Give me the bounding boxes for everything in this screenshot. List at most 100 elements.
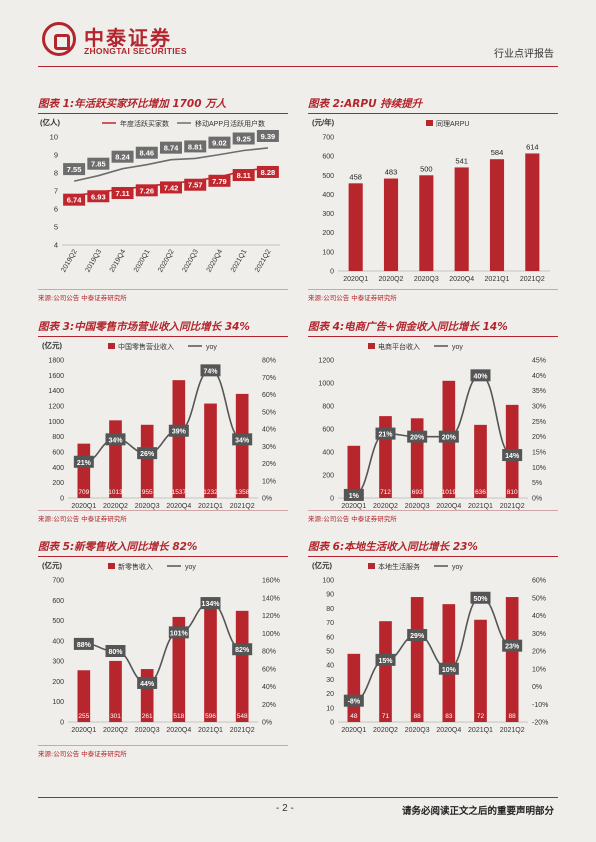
y2-tick-label: 20% bbox=[262, 702, 276, 709]
y-axis-unit: (元/年) bbox=[312, 117, 335, 127]
yoy-label-box bbox=[232, 643, 253, 656]
bar-value-label: 1358 bbox=[235, 489, 250, 496]
bar bbox=[235, 610, 249, 722]
x-tick-label: 2021Q2 bbox=[500, 503, 525, 510]
x-tick-label: 2020Q4 bbox=[436, 503, 461, 510]
x-tick-label: 2020Q4 bbox=[436, 727, 461, 734]
bar bbox=[489, 159, 505, 271]
x-tick-label: 2020Q3 bbox=[135, 727, 160, 734]
yoy-label: -8% bbox=[348, 699, 361, 706]
yoy-label: 34% bbox=[235, 437, 250, 444]
yoy-label-box bbox=[200, 597, 221, 610]
x-tick-label: 2020Q3 bbox=[181, 248, 200, 273]
data-label: 8.74 bbox=[164, 144, 179, 153]
figure-title: 图表 4:电商广告+佣金收入同比增长 14% bbox=[308, 320, 558, 337]
y-tick-label: 500 bbox=[52, 618, 64, 625]
y-tick-label: 400 bbox=[52, 638, 64, 645]
bar bbox=[347, 653, 361, 722]
x-tick-label: 2021Q2 bbox=[230, 503, 255, 510]
y2-tick-label: 0% bbox=[262, 496, 272, 503]
x-tick-label: 2020Q1 bbox=[133, 248, 152, 273]
header-divider bbox=[38, 66, 558, 67]
data-label-box bbox=[135, 184, 158, 197]
y-tick-label: 300 bbox=[322, 211, 334, 218]
figure-source: 来源:公司公告 中泰证券研究所 bbox=[38, 745, 288, 758]
y-tick-label: 4 bbox=[54, 241, 58, 250]
x-tick-label: 2021Q2 bbox=[500, 727, 525, 734]
bar-value-label: 584 bbox=[491, 148, 504, 157]
x-tick-label: 2020Q3 bbox=[414, 276, 439, 283]
bar-value-label: 301 bbox=[110, 713, 121, 720]
yoy-label-box bbox=[137, 676, 158, 689]
legend-label: yoy bbox=[452, 564, 463, 571]
yoy-label: 34% bbox=[108, 437, 123, 444]
yoy-label-box bbox=[343, 694, 364, 707]
y2-tick-label: 60% bbox=[262, 392, 276, 399]
data-label-box bbox=[208, 136, 231, 149]
legend-label: 本地生活服务 bbox=[378, 562, 420, 571]
bar bbox=[172, 616, 186, 722]
x-tick-label: 2020Q4 bbox=[166, 503, 191, 510]
figure-source: 来源:公司公告 中泰证券研究所 bbox=[308, 289, 558, 302]
data-label-box bbox=[111, 187, 134, 200]
y-tick-label: 800 bbox=[322, 404, 334, 411]
y2-tick-label: 160% bbox=[262, 578, 280, 585]
y-tick-label: 8 bbox=[54, 169, 58, 178]
chart-ecommerce: 电商平台收入 yoy 0 200 400 600 800 1000 1200 2020Q1 2020… bbox=[318, 342, 546, 510]
x-tick-label: 2020Q1 bbox=[71, 503, 96, 510]
yoy-label-box bbox=[470, 369, 491, 382]
x-tick-label: 2019Q4 bbox=[109, 248, 128, 273]
x-tick-label: 2021Q2 bbox=[254, 248, 273, 273]
x-tick-label: 2020Q2 bbox=[373, 727, 398, 734]
bar-value-label: 712 bbox=[380, 489, 391, 496]
yoy-line bbox=[83, 602, 243, 684]
y-tick-label: 200 bbox=[52, 679, 64, 686]
yoy-label: 74% bbox=[203, 368, 218, 375]
y2-tick-label: 35% bbox=[532, 388, 546, 395]
y-tick-label: 600 bbox=[322, 427, 334, 434]
bar-value-label: 1019 bbox=[442, 489, 457, 496]
yoy-label-box bbox=[438, 430, 459, 443]
y2-tick-label: 80% bbox=[262, 358, 276, 365]
y2-tick-label: 40% bbox=[532, 373, 546, 380]
data-label: 9.02 bbox=[212, 139, 227, 148]
bar-value-label: 83 bbox=[445, 713, 453, 720]
x-tick-label: 2020Q1 bbox=[71, 727, 96, 734]
y-tick-label: 1200 bbox=[48, 404, 64, 411]
y-tick-label: 100 bbox=[52, 699, 64, 706]
y-tick-label: 300 bbox=[52, 659, 64, 666]
y-tick-label: 40 bbox=[326, 663, 334, 670]
x-tick-label: 2020Q4 bbox=[166, 727, 191, 734]
data-label-box bbox=[256, 129, 279, 142]
bar-value-label: 810 bbox=[507, 489, 518, 496]
bar bbox=[348, 183, 363, 271]
bar bbox=[204, 403, 217, 498]
x-tick-label: 2021Q2 bbox=[520, 276, 545, 283]
chart-local-services: (亿元) 本地生活服务 yoy 0 10 20 30 40 50 60 70 80 90 100 2020Q… bbox=[312, 560, 548, 734]
chart-china-retail: (亿元) 中国零售营业收入 yoy 0 200 400 600 800 1000 1200 1400… bbox=[42, 340, 276, 510]
bar bbox=[77, 670, 91, 722]
bar bbox=[140, 424, 154, 498]
bar-value-label: 500 bbox=[420, 164, 433, 173]
x-tick-label: 2020Q1 bbox=[343, 276, 368, 283]
y-tick-label: 0 bbox=[330, 496, 334, 503]
figure-title: 图表 5:新零售收入同比增长 82% bbox=[38, 540, 288, 557]
yoy-label-box bbox=[73, 455, 94, 468]
y-tick-label: 50 bbox=[326, 649, 334, 656]
yoy-label: 21% bbox=[77, 460, 92, 467]
legend-label: 中国零售营业收入 bbox=[118, 342, 174, 351]
bar-value-label: 1537 bbox=[172, 489, 187, 496]
y2-tick-label: 30% bbox=[262, 444, 276, 451]
y2-tick-label: 50% bbox=[532, 595, 546, 602]
bar-value-label: 955 bbox=[142, 489, 153, 496]
data-label: 7.11 bbox=[115, 189, 129, 198]
data-label-box bbox=[111, 150, 134, 163]
x-tick-label: 2021Q1 bbox=[198, 503, 223, 510]
bar-value-label: 709 bbox=[78, 489, 89, 496]
bar bbox=[109, 420, 122, 498]
yoy-label: 20% bbox=[410, 435, 425, 442]
y-tick-label: 10 bbox=[326, 705, 334, 712]
figure-source: 来源:公司公告 中泰证券研究所 bbox=[38, 289, 288, 302]
data-label: 7.26 bbox=[139, 186, 154, 195]
bar bbox=[410, 597, 424, 722]
